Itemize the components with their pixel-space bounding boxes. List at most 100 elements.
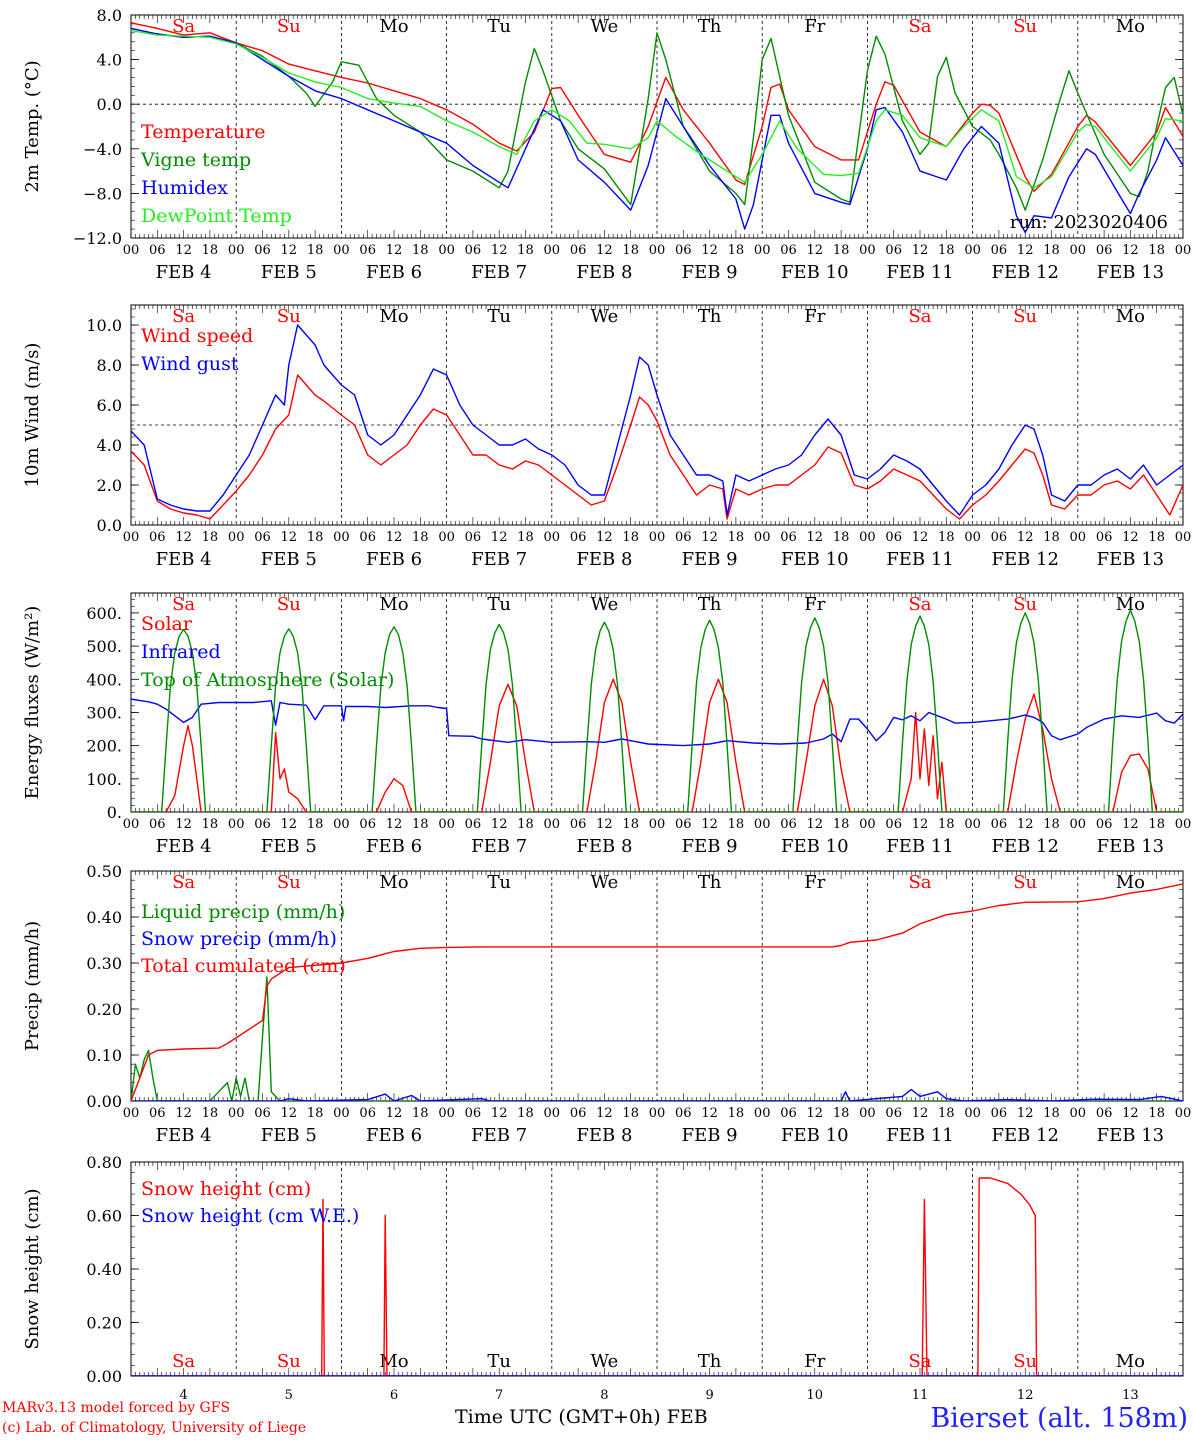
- hour-tick-label: 12: [1017, 530, 1034, 545]
- hour-tick-label: 06: [570, 243, 587, 258]
- hour-tick-label: 12: [596, 1106, 613, 1121]
- weekday-label: Fr: [804, 872, 825, 893]
- hour-tick-label: 12: [386, 243, 403, 258]
- panel-3: 600. 500. 400. 300. 200. 100. 0. Energy fluxes …: [22, 592, 1191, 857]
- hour-tick-label: 00: [438, 817, 455, 832]
- hour-tick-label: 18: [622, 243, 639, 258]
- y-tick-label: 6.0: [97, 396, 122, 415]
- y-tick-label: 0.40: [86, 908, 122, 927]
- weekday-label: Sa: [172, 594, 195, 615]
- hour-tick-label: 06: [991, 817, 1008, 832]
- hour-tick-label: 00: [1175, 530, 1192, 545]
- hour-tick-label: 12: [281, 243, 298, 258]
- series-line-2: [131, 698, 1183, 747]
- date-label: FEB 13: [1097, 1125, 1164, 1146]
- hour-tick-label: 06: [1096, 243, 1113, 258]
- weekday-label: Fr: [804, 594, 825, 615]
- hour-tick-label: 06: [570, 1106, 587, 1121]
- weekday-label: Mo: [379, 306, 408, 327]
- legend-entry: Solar: [141, 613, 193, 635]
- hour-tick-label: 06: [885, 1106, 902, 1121]
- weekday-label: Mo: [379, 16, 408, 37]
- date-label: FEB 11: [886, 836, 953, 857]
- legend-entry: Vigne temp: [140, 149, 251, 171]
- weekday-label: Sa: [908, 16, 931, 37]
- weekday-label: Su: [1013, 594, 1037, 615]
- series-line-2: [131, 27, 1183, 211]
- weekday-label: Sa: [172, 16, 195, 37]
- hour-tick-label: 06: [780, 1106, 797, 1121]
- weekday-label: Th: [698, 306, 722, 327]
- hour-tick-label: 18: [938, 1106, 955, 1121]
- weekday-label: We: [591, 872, 619, 893]
- hour-tick-label: 06: [359, 817, 376, 832]
- weekday-label: We: [591, 306, 619, 327]
- hour-tick-label: 18: [202, 1106, 219, 1121]
- y-tick-label: 4.0: [97, 436, 122, 455]
- y-axis-label: Snow height (cm): [22, 1188, 43, 1349]
- hour-tick-label: 12: [912, 1106, 929, 1121]
- hour-tick-label: 00: [123, 243, 140, 258]
- day-number-label: 9: [705, 1388, 713, 1403]
- weekday-label: Tu: [487, 872, 511, 893]
- date-label: FEB 10: [781, 1125, 848, 1146]
- weekday-label: Tu: [487, 16, 511, 37]
- series-line-3: [131, 27, 1183, 234]
- weekday-label: Th: [698, 16, 722, 37]
- weekday-label: We: [591, 1351, 619, 1372]
- y-tick-label: 2.0: [97, 476, 122, 495]
- hour-tick-label: 06: [1096, 1106, 1113, 1121]
- y-tick-label: 0.50: [86, 862, 122, 881]
- hour-tick-label: 18: [938, 243, 955, 258]
- hour-tick-label: 18: [412, 243, 429, 258]
- credit-line-2: (c) Lab. of Climatology, University of L…: [2, 1420, 307, 1436]
- legend-entry: Snow height (cm W.E.): [141, 1205, 359, 1227]
- hour-tick-label: 12: [175, 817, 192, 832]
- hour-tick-label: 00: [754, 530, 771, 545]
- run-label: run: 2023020406: [1010, 212, 1168, 233]
- y-tick-label: 0.20: [86, 1314, 122, 1333]
- weekday-label: Fr: [804, 306, 825, 327]
- date-label: FEB 7: [471, 836, 527, 857]
- y-axis-label: 10m Wind (m/s): [22, 343, 43, 488]
- hour-tick-label: 00: [544, 530, 561, 545]
- hour-tick-label: 06: [254, 530, 271, 545]
- y-tick-label: 0.00: [86, 1367, 122, 1386]
- hour-tick-label: 06: [465, 530, 482, 545]
- hour-tick-label: 00: [544, 1106, 561, 1121]
- hour-tick-label: 12: [701, 817, 718, 832]
- hour-tick-label: 18: [1043, 817, 1060, 832]
- hour-tick-label: 00: [333, 1106, 350, 1121]
- series-line-1: [131, 22, 1183, 192]
- date-label: FEB 9: [682, 1125, 738, 1146]
- hour-tick-label: 00: [333, 243, 350, 258]
- hour-tick-label: 18: [202, 530, 219, 545]
- hour-tick-label: 00: [964, 243, 981, 258]
- hour-tick-label: 12: [386, 1106, 403, 1121]
- weekday-label: Su: [277, 1351, 301, 1372]
- hour-tick-label: 12: [807, 530, 824, 545]
- legend-entry: Temperature: [141, 121, 265, 143]
- date-label: FEB 10: [781, 549, 848, 570]
- hour-tick-label: 12: [281, 530, 298, 545]
- legend-entry: Total cumulated (cm): [141, 955, 346, 977]
- hour-tick-label: 00: [859, 530, 876, 545]
- panel-1: 8.0 4.0 0.0 −4.0 −8.0 −12.0 2m Temp. (°C) Sa Su M…: [22, 6, 1191, 283]
- hour-tick-label: 06: [254, 1106, 271, 1121]
- date-label: FEB 12: [991, 549, 1058, 570]
- hour-tick-label: 18: [307, 1106, 324, 1121]
- day-number-label: 5: [285, 1388, 293, 1403]
- day-number-label: 13: [1122, 1388, 1139, 1403]
- date-label: FEB 6: [366, 262, 422, 283]
- weekday-label: Th: [698, 872, 722, 893]
- weekday-label: Sa: [908, 594, 931, 615]
- hour-tick-label: 00: [964, 817, 981, 832]
- hour-tick-label: 06: [254, 243, 271, 258]
- hour-tick-label: 12: [912, 817, 929, 832]
- legend-entry: Snow height (cm): [141, 1178, 311, 1200]
- hour-tick-label: 06: [149, 243, 166, 258]
- hour-tick-label: 06: [149, 1106, 166, 1121]
- hour-tick-label: 06: [570, 530, 587, 545]
- day-number-label: 11: [912, 1388, 929, 1403]
- hour-tick-label: 00: [649, 817, 666, 832]
